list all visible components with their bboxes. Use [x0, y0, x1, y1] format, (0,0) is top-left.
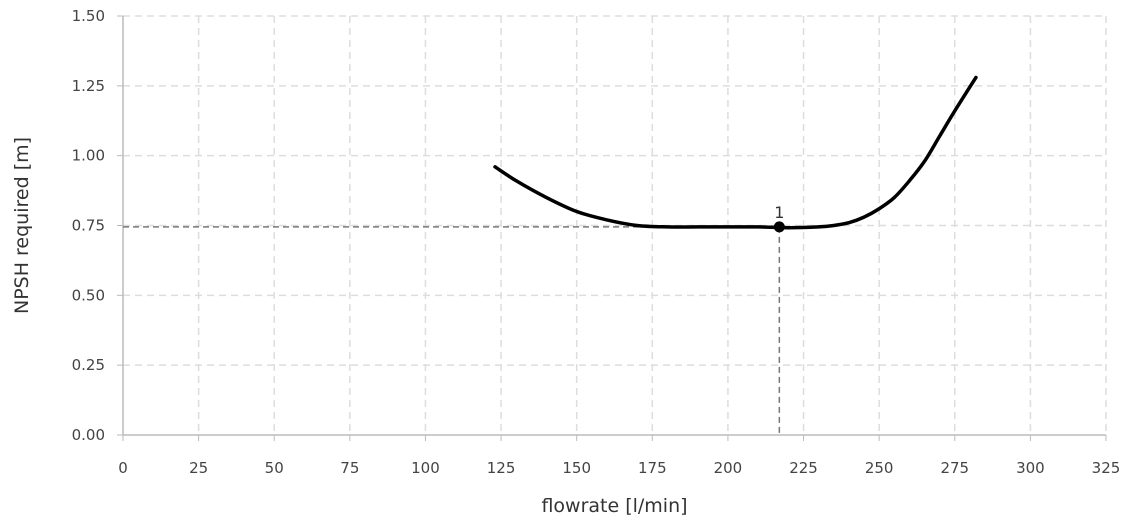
y-tick-label: 0.75 — [72, 217, 105, 235]
x-tick-label: 150 — [562, 459, 591, 477]
grid-layer — [123, 15, 1107, 435]
x-tick-label: 325 — [1092, 459, 1121, 477]
annotation-layer: 1 — [773, 203, 785, 233]
npsh-curve — [493, 75, 978, 230]
x-tick-label: 100 — [411, 459, 440, 477]
operating-point-marker — [773, 221, 785, 233]
y-tick-label: 0.50 — [72, 286, 105, 304]
x-tick-label: 200 — [714, 459, 743, 477]
x-tick-label: 0 — [118, 459, 128, 477]
x-tick-label: 50 — [265, 459, 284, 477]
x-tick-label: 225 — [789, 459, 818, 477]
x-axis-title: flowrate [l/min] — [541, 495, 687, 517]
y-axis-title: NPSH required [m] — [11, 137, 33, 314]
x-tick-label: 300 — [1016, 459, 1045, 477]
y-tick-label: 0.00 — [72, 426, 105, 444]
y-tick-label: 0.25 — [72, 356, 105, 374]
x-tick-label: 250 — [865, 459, 894, 477]
axis-layer: 0 25 50 75 100 125 150 175 200 225 250 275 300 325 0.0… — [72, 7, 1121, 477]
y-tick-label: 1.50 — [72, 7, 105, 25]
x-tick-label: 275 — [940, 459, 969, 477]
y-tick-label: 1.00 — [72, 147, 105, 165]
series-layer — [493, 75, 978, 230]
guide-layer — [123, 226, 781, 435]
x-tick-label: 75 — [340, 459, 359, 477]
x-tick-label: 175 — [638, 459, 667, 477]
x-tick-label: 25 — [189, 459, 208, 477]
x-tick-label: 125 — [487, 459, 516, 477]
operating-point-label: 1 — [774, 203, 784, 222]
y-tick-label: 1.25 — [72, 77, 105, 95]
